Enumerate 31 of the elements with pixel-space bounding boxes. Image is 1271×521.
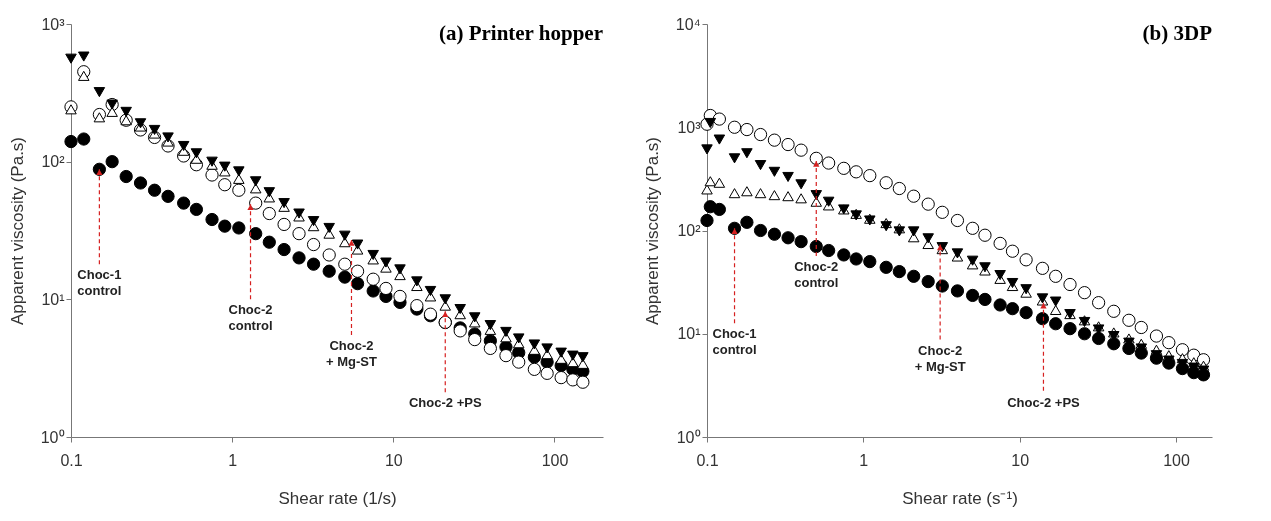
y-tick-label: 10² xyxy=(677,222,702,239)
y-tick-label: 10⁰ xyxy=(40,428,65,446)
x-tick-label: 10 xyxy=(1011,451,1030,469)
x-tick-label: 100 xyxy=(541,451,569,469)
x-tick-label: 0.1 xyxy=(60,451,83,469)
y-axis-title: Apparent viscosity (Pa.s) xyxy=(642,136,662,326)
chart-title: (b) 3DP xyxy=(1142,21,1213,45)
x-tick-label: 10 xyxy=(384,451,403,469)
x-tick-label: 100 xyxy=(1163,451,1190,469)
y-tick-label: 10¹ xyxy=(41,290,65,308)
annotation: Choc-2 +PS xyxy=(1007,395,1081,410)
annotation: Choc-2 + Mg-ST xyxy=(326,337,377,369)
y-axis-title: Apparent viscosity (Pa.s) xyxy=(7,136,27,326)
annotation: Choc-2 + Mg-ST xyxy=(914,342,966,374)
annotation: Choc-2 control xyxy=(794,259,839,291)
y-tick-label: 10⁴ xyxy=(675,15,701,33)
y-tick-label: 10¹ xyxy=(677,325,701,343)
x-axis-title: Shear rate (1/s) xyxy=(278,488,397,508)
x-tick-label: 0.1 xyxy=(696,451,719,469)
x-tick-label: 1 xyxy=(859,451,869,469)
annotation: Choc-1 control xyxy=(77,267,122,299)
x-tick-label: 1 xyxy=(228,451,238,469)
chart-title: (a) Printer hopper xyxy=(438,21,603,45)
y-tick-label: 10⁰ xyxy=(676,428,701,446)
annotation: Choc-2 +PS xyxy=(408,395,482,410)
x-axis-title: Shear rate (s⁻¹) xyxy=(902,488,1018,508)
y-tick-label: 10² xyxy=(41,153,66,171)
annotation: Choc-1 control xyxy=(712,326,757,358)
y-tick-label: 10³ xyxy=(677,118,702,136)
annotation: Choc-2 control xyxy=(228,302,273,334)
y-tick-label: 10³ xyxy=(41,15,66,33)
